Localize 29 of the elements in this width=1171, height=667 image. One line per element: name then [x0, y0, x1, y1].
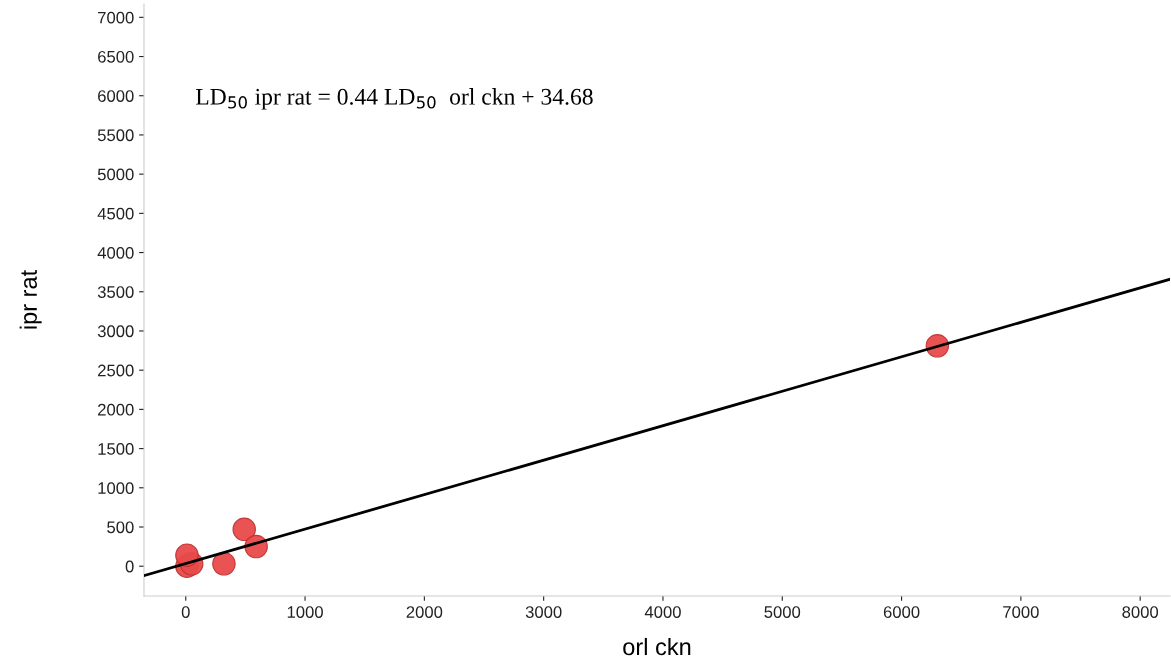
- x-tick-label: 4000: [644, 606, 681, 618]
- y-tick-label: 6000: [98, 90, 134, 102]
- x-tick-label: 1000: [287, 606, 323, 618]
- y-tick-label: 0: [125, 560, 134, 573]
- y-axis-title: ipr rat: [19, 269, 42, 329]
- y-tick-label: 4500: [97, 207, 134, 220]
- x-tick-label: 5000: [764, 606, 801, 618]
- x-tick-label: 8000: [1122, 606, 1159, 618]
- y-tick-label: 3500: [97, 286, 134, 298]
- y-tick-label: 5500: [97, 129, 134, 142]
- y-tick-label: 7000: [98, 11, 134, 24]
- x-tick-label: 3000: [525, 606, 562, 618]
- y-tick-label: 3000: [97, 325, 134, 338]
- y-tick-label: 2500: [98, 364, 134, 377]
- x-tick-label: 2000: [406, 606, 443, 618]
- y-tick-label: 1500: [98, 442, 134, 455]
- y-tick-label: 500: [107, 521, 134, 534]
- x-tick-label: 0: [181, 606, 190, 618]
- y-tick-label: 5000: [97, 168, 134, 181]
- y-tick-label: 2000: [98, 403, 134, 416]
- y-tick-label: 1000: [98, 482, 134, 494]
- annotation: LD$_{50}$ ipr rat = 0.44 LD$_{50}$ orl ckn + 34.68: [195, 88, 593, 110]
- x-tick-label: 6000: [883, 606, 920, 618]
- point: [232, 517, 256, 542]
- point: [212, 552, 236, 576]
- y-tick-label: 4000: [97, 246, 134, 259]
- y-tick-label: 6500: [98, 50, 134, 63]
- x-axis-title: orl ckn: [623, 637, 691, 656]
- x-tick-label: 7000: [1003, 606, 1039, 618]
